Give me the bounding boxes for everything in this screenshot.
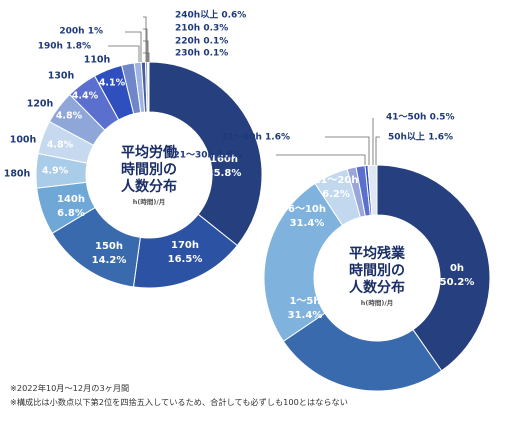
donut1-value-3: 14.2% bbox=[92, 255, 127, 266]
donut2-leader-8 bbox=[375, 136, 380, 165]
donut1-leader-14 bbox=[143, 40, 149, 62]
donut1-label-13: 210h 0.3% bbox=[175, 24, 228, 34]
donut1-value-5: 4.9% bbox=[42, 166, 69, 177]
rounding-note: ※構成比は小数点以下第2位を四捨五入しているため、合計しても必ずしも100とはな… bbox=[10, 397, 348, 407]
donut1-label-12: 240h以上 0.6% bbox=[175, 9, 246, 21]
donut1-leader-11 bbox=[125, 31, 142, 62]
donut1-value-6: 4.8% bbox=[47, 140, 74, 151]
donut2-value-1: 50.2% bbox=[440, 277, 475, 288]
donut2-leader-5 bbox=[276, 154, 366, 165]
donut1-leader-12 bbox=[143, 16, 147, 62]
donut2-label-2: 1〜5h bbox=[289, 296, 320, 307]
donut1-label-2: 170h bbox=[171, 240, 199, 251]
donut2-value-2: 31.4% bbox=[288, 310, 323, 321]
donut1-title-line-2: 時間別の bbox=[121, 161, 177, 178]
donut2-slice-2 bbox=[282, 312, 443, 392]
donut2-slice-8 bbox=[367, 164, 378, 216]
donut1-value-8: 4.4% bbox=[72, 91, 99, 102]
donut2-title-line-2: 時間別の bbox=[349, 262, 405, 279]
donut2-label-6: 31〜40h 1.6% bbox=[221, 133, 290, 143]
donut2-value-4: 6.2% bbox=[322, 189, 350, 200]
donut1-label-7: 120h bbox=[27, 99, 54, 110]
donut2-leader-6 bbox=[325, 136, 370, 165]
donut1-label-15: 230h 0.1% bbox=[175, 49, 228, 59]
donut1-leader-13 bbox=[143, 28, 148, 62]
donut1-value-7: 4.8% bbox=[56, 111, 83, 122]
donut2-value-3: 31.4% bbox=[290, 218, 325, 229]
donut1-label-3: 150h bbox=[95, 241, 123, 252]
donut2-label-1: 0h bbox=[450, 263, 464, 274]
donut1-label-8: 130h bbox=[48, 71, 75, 82]
donut2-label-7: 41〜50h 0.5% bbox=[386, 113, 455, 123]
donut2-label-5: 21〜30h 1.6% bbox=[173, 151, 242, 161]
donut1-title-line-1: 平均労働 bbox=[121, 144, 177, 161]
donut1-label-9: 110h bbox=[84, 55, 111, 66]
donut1-label-4: 140h bbox=[57, 194, 85, 205]
donut1-leader-10 bbox=[108, 45, 140, 62]
donut1-label-14: 220h 0.1% bbox=[175, 37, 228, 47]
donut2-title-line-1: 平均残業 bbox=[349, 245, 406, 262]
donut1-leader-15 bbox=[143, 52, 150, 62]
period-note: ※2022年10月〜12月の3ヶ月間 bbox=[10, 383, 130, 393]
donut1-slice-15 bbox=[147, 61, 150, 113]
donut1-value-9: 4.1% bbox=[99, 78, 126, 89]
donut1-value-1: 35.8% bbox=[207, 168, 242, 179]
donut1-label-11: 200h 1% bbox=[59, 27, 103, 37]
donut1-value-4: 6.8% bbox=[57, 208, 85, 219]
donut2-title-line-3: 人数分布 bbox=[349, 279, 405, 296]
donut2-slice-1 bbox=[376, 164, 491, 372]
donut2-slice-3 bbox=[263, 182, 344, 342]
donut1-value-2: 16.5% bbox=[168, 254, 203, 265]
donut1-label-5: 180h bbox=[4, 169, 31, 180]
donut1-label-10: 190h 1.8% bbox=[38, 42, 91, 52]
donut1-subtitle: h(時間)/月 bbox=[133, 197, 165, 206]
donut2-label-3: 6〜10h bbox=[288, 204, 326, 215]
donut1-title-line-3: 人数分布 bbox=[121, 178, 177, 195]
donut1-slice-1 bbox=[148, 61, 263, 247]
donut2-label-8: 50h以上 1.6% bbox=[388, 131, 453, 143]
donut2-label-4: 11〜20h bbox=[314, 175, 359, 186]
donut1-label-1: 160h bbox=[210, 154, 238, 165]
donut1-label-6: 100h bbox=[10, 135, 37, 146]
donut2-subtitle: h(時間)/月 bbox=[361, 298, 393, 307]
